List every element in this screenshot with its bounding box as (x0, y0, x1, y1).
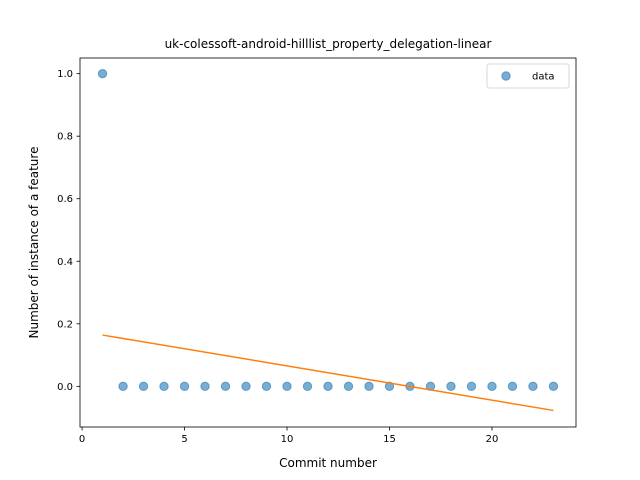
legend-label: data (532, 72, 555, 83)
y-tick-label: 1.0 (57, 69, 73, 80)
y-axis-label: Number of instance of a feature (27, 147, 41, 339)
data-point (138, 381, 149, 392)
data-point (364, 381, 374, 392)
legend: data (486, 63, 570, 89)
data-point (261, 381, 272, 392)
data-point (487, 381, 497, 392)
data-point (507, 381, 518, 392)
axes: 0 5 10 15 20 0.0 0.2 0.4 0.6 0.8 1.0 (57, 57, 577, 445)
fit-line (102, 334, 554, 412)
x-tick-label: 0 (79, 434, 85, 445)
y-tick-label: 0.0 (57, 382, 73, 393)
data-point (282, 381, 292, 392)
data-point (384, 381, 395, 392)
y-tick-label: 0.4 (57, 257, 73, 268)
axes-frame (79, 57, 577, 428)
data-point (528, 381, 538, 392)
data-point (548, 381, 559, 392)
x-tick-label: 20 (486, 434, 499, 445)
data-point (118, 381, 128, 392)
data-point (323, 381, 333, 392)
x-axis-label: Commit number (279, 456, 377, 470)
x-tick-label: 15 (383, 434, 396, 445)
data-point (466, 381, 477, 392)
plot-area (97, 68, 559, 412)
data-point (446, 381, 456, 392)
legend-marker (501, 71, 511, 81)
data-point (159, 381, 169, 392)
data-point (220, 381, 231, 392)
data-point (302, 381, 313, 392)
x-tick-label: 10 (281, 434, 294, 445)
data-point (200, 381, 210, 392)
data-point (97, 68, 108, 79)
y-tick-label: 0.2 (57, 319, 73, 330)
chart-title: uk-colessoft-android-hilllist_property_d… (165, 37, 492, 51)
data-point (343, 381, 354, 392)
x-tick-label: 5 (181, 434, 187, 445)
data-point (179, 381, 190, 392)
y-tick-label: 0.6 (57, 194, 73, 205)
legend-box (486, 63, 570, 89)
data-point (241, 381, 251, 392)
y-tick-label: 0.8 (57, 132, 73, 143)
